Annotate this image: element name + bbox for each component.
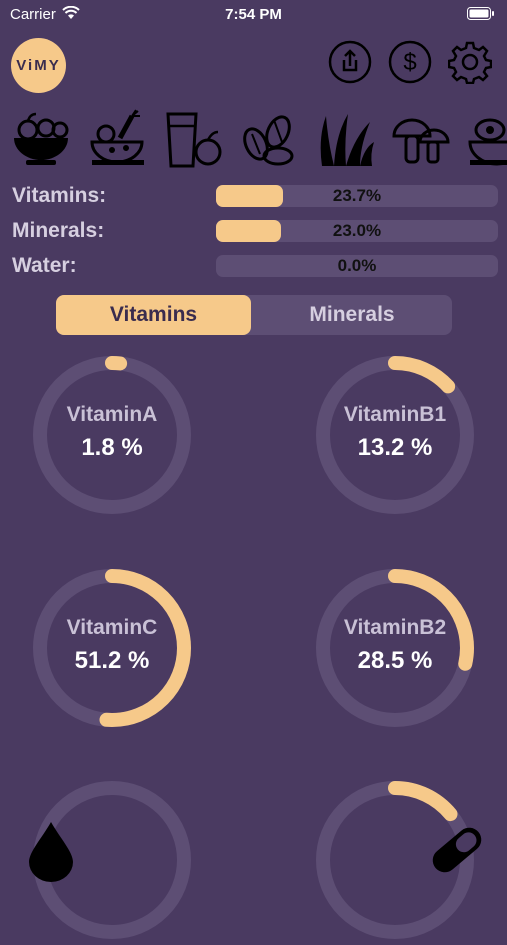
vitamin-c-gauge[interactable]: VitaminC 51.2 %	[27, 563, 197, 733]
minerals-progress-fill	[216, 220, 281, 242]
gauge-value: 51.2 %	[74, 647, 150, 674]
vegetables-icon[interactable]	[86, 108, 148, 170]
meat-icon[interactable]	[466, 108, 507, 170]
food-category-row[interactable]	[0, 108, 507, 172]
water-progress-value: 0.0%	[337, 256, 377, 275]
status-bar: Carrier 7:54 PM	[0, 0, 507, 28]
water-button[interactable]	[24, 818, 84, 882]
vitamins-progress-bar: 23.7%	[216, 185, 498, 207]
mushrooms-icon[interactable]	[390, 108, 452, 170]
vitamin-b1-gauge[interactable]: VitaminB1 13.2 %	[310, 350, 480, 520]
tab-vitamins[interactable]: Vitamins	[56, 295, 251, 335]
dollar-icon: $	[388, 40, 432, 84]
gauge-name: VitaminB2	[343, 616, 447, 639]
drinks-icon[interactable]	[162, 108, 224, 170]
settings-button[interactable]	[447, 40, 493, 85]
minerals-summary-label: Minerals:	[12, 219, 105, 242]
vitamins-progress-fill	[216, 185, 283, 207]
gauge-name: VitaminB1	[343, 403, 447, 426]
share-icon	[328, 40, 372, 84]
gauge-value: 28.5 %	[357, 647, 433, 674]
purchase-button[interactable]: $	[388, 40, 432, 84]
fruit-bowl-icon[interactable]	[10, 108, 72, 170]
vitamins-summary-row: Vitamins: 23.7%	[12, 183, 498, 209]
water-summary-row: Water: 0.0%	[12, 253, 498, 279]
svg-text:$: $	[403, 49, 416, 76]
vitamins-summary-label: Vitamins:	[12, 184, 107, 207]
gauge-name: VitaminC	[66, 616, 158, 639]
nutrient-segmented-control[interactable]: Vitamins Minerals	[56, 295, 452, 335]
pill-icon	[432, 827, 482, 873]
gauge-progress-arc	[316, 781, 474, 939]
tab-minerals[interactable]: Minerals	[309, 303, 395, 326]
minerals-progress-value: 23.0%	[332, 221, 382, 240]
vitamin-b2-gauge[interactable]: VitaminB2 28.5 %	[310, 563, 480, 733]
gauge-progress-arc	[33, 569, 191, 727]
water-progress-bar: 0.0%	[216, 255, 498, 277]
gauge-value: 13.2 %	[357, 434, 433, 461]
app-logo[interactable]: ViMY	[11, 38, 66, 93]
clock: 7:54 PM	[225, 6, 282, 23]
vitamin-a-gauge[interactable]: VitaminA 1.8 %	[27, 350, 197, 520]
minerals-summary-row: Minerals: 23.0%	[12, 218, 498, 244]
vitamins-progress-value: 23.7%	[332, 186, 382, 205]
nuts-icon[interactable]	[238, 108, 300, 170]
supplement-button[interactable]	[425, 818, 485, 882]
grains-icon[interactable]	[314, 108, 376, 170]
gauge-progress-arc	[316, 569, 474, 727]
wifi-icon	[62, 5, 80, 25]
share-button[interactable]	[328, 40, 372, 84]
gauge-progress-arc	[316, 356, 474, 514]
gear-icon	[447, 41, 493, 85]
water-summary-label: Water:	[12, 254, 77, 277]
gauge-name: VitaminA	[66, 403, 158, 426]
minerals-progress-bar: 23.0%	[216, 220, 498, 242]
water-drop-icon	[29, 822, 73, 882]
gauge-progress-arc	[33, 356, 191, 514]
gauge-value: 1.8 %	[81, 434, 143, 461]
carrier-label: Carrier	[10, 6, 56, 23]
battery-icon	[467, 7, 495, 25]
